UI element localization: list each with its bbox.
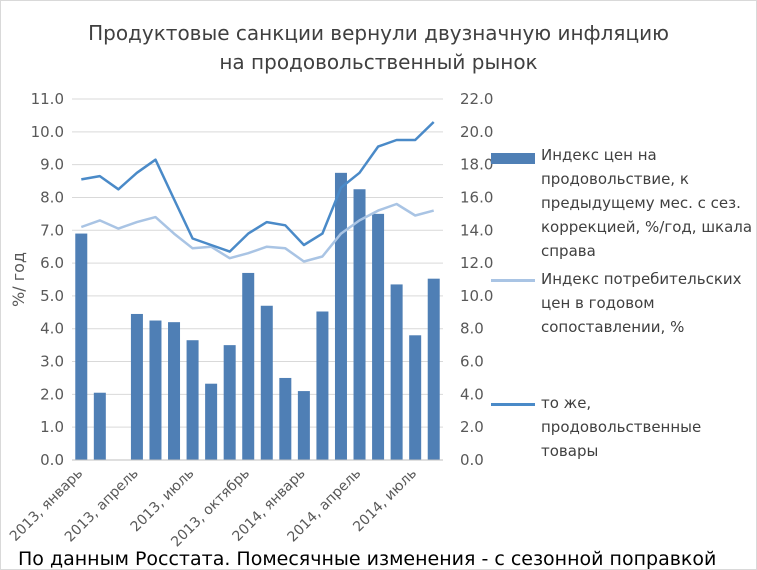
- bar: [168, 322, 181, 460]
- bar: [353, 189, 366, 460]
- legend-item-food-goods: то же, продовольственные товары: [491, 391, 753, 466]
- right-tick-label: 18.0: [460, 156, 493, 174]
- legend-item-cpi: Индекс потребительских цен в годовом соп…: [491, 267, 753, 362]
- bar: [297, 391, 310, 460]
- bar: [149, 320, 162, 460]
- left-tick-label: 6.0: [40, 254, 64, 272]
- right-tick-label: 16.0: [460, 188, 493, 206]
- footnote: По данным Росстата. Помесячные изменения…: [18, 548, 717, 570]
- right-tick-label: 14.0: [460, 221, 493, 239]
- bar: [260, 305, 273, 460]
- legend-swatch-line-dark: [491, 403, 535, 406]
- left-tick-label: 7.0: [40, 221, 64, 239]
- chart-title-line-1: Продуктовые санкции вернули двузначную и…: [88, 21, 669, 45]
- y-axis-title: %/ год: [9, 252, 28, 307]
- left-tick-label: 3.0: [40, 353, 64, 371]
- left-tick-label: 10.0: [31, 123, 64, 141]
- right-tick-label: 0.0: [460, 451, 484, 469]
- cpi-series-line: [80, 202, 435, 263]
- right-tick-label: 22.0: [460, 90, 493, 108]
- bar: [427, 278, 440, 460]
- right-tick-label: 20.0: [460, 123, 493, 141]
- left-tick-label: 1.0: [40, 418, 64, 436]
- left-tick-label: 0.0: [40, 451, 64, 469]
- legend-label: то же, продовольственные товары: [541, 394, 702, 460]
- bar: [223, 345, 236, 460]
- right-tick-label: 10.0: [460, 287, 493, 305]
- chart-title-line-2: на продовольственный рынок: [219, 50, 538, 74]
- bar: [93, 392, 106, 460]
- right-tick-label: 6.0: [460, 353, 484, 371]
- food-goods-series-line: [81, 121, 435, 253]
- right-tick-label: 12.0: [460, 254, 493, 272]
- left-tick-label: 5.0: [40, 287, 64, 305]
- bar: [242, 272, 255, 460]
- bar: [334, 172, 347, 460]
- bar: [390, 284, 403, 460]
- right-tick-label: 4.0: [460, 385, 484, 403]
- legend-swatch-line-light: [491, 279, 535, 282]
- bar: [75, 233, 88, 460]
- bar: [409, 335, 422, 460]
- left-tick-label: 4.0: [40, 320, 64, 338]
- bar: [316, 311, 329, 460]
- right-tick-label: 2.0: [460, 418, 484, 436]
- bar: [279, 377, 292, 460]
- bar: [372, 213, 385, 460]
- legend-item-food-price-index: Индекс цен на продовольствие, к предыдущ…: [491, 143, 753, 260]
- left-tick-label: 9.0: [40, 156, 64, 174]
- left-tick-label: 8.0: [40, 188, 64, 206]
- right-tick-label: 8.0: [460, 320, 484, 338]
- bar: [130, 313, 143, 460]
- left-tick-label: 2.0: [40, 385, 64, 403]
- legend-label: Индекс цен на продовольствие, к предыдущ…: [541, 146, 753, 260]
- legend-swatch-bar: [491, 153, 535, 164]
- legend-label: Индекс потребительских цен в годовом соп…: [541, 270, 742, 336]
- bar: [186, 340, 199, 460]
- left-tick-label: 11.0: [31, 90, 64, 108]
- bar: [205, 383, 218, 460]
